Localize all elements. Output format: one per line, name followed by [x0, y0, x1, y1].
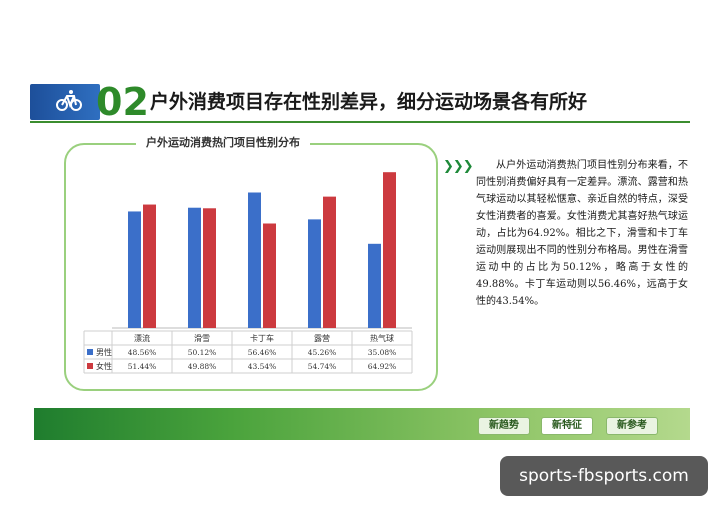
- data-label: 43.54%: [248, 362, 277, 371]
- chart-title: 户外运动消费热门项目性别分布: [136, 134, 310, 152]
- data-label: 45.26%: [308, 348, 337, 357]
- legend-label: 男性: [96, 347, 112, 357]
- bar-male-1: [188, 207, 201, 328]
- bar-female-2: [263, 223, 276, 328]
- footer-button-trend[interactable]: 新趋势: [478, 417, 530, 435]
- bar-female-1: [203, 208, 216, 328]
- watermark: sports-fbsports.com: [500, 456, 708, 496]
- arrow-marker: ❯❯❯: [443, 159, 474, 174]
- bicycle-icon: [56, 90, 82, 111]
- category-label: 热气球: [370, 333, 394, 343]
- data-label: 50.12%: [188, 348, 217, 357]
- header-divider: [30, 121, 690, 123]
- bar-male-4: [368, 243, 381, 328]
- legend-swatch: [87, 363, 93, 369]
- bar-female-3: [323, 196, 336, 328]
- page-title: 户外消费项目存在性别差异，细分运动场景各有所好: [150, 91, 588, 113]
- category-label: 卡丁车: [250, 333, 274, 343]
- data-label: 48.56%: [128, 348, 157, 357]
- data-label: 64.92%: [368, 362, 397, 371]
- data-label: 54.74%: [308, 362, 337, 371]
- category-label: 滑雪: [194, 333, 210, 343]
- data-label: 35.08%: [368, 348, 397, 357]
- legend-swatch: [87, 349, 93, 355]
- footer-button-reference[interactable]: 新参考: [606, 417, 658, 435]
- footer-button-feature[interactable]: 新特征: [541, 417, 593, 435]
- data-label: 51.44%: [128, 362, 157, 371]
- legend-label: 女性: [96, 361, 112, 371]
- data-label: 56.46%: [248, 348, 277, 357]
- bar-male-2: [248, 192, 261, 328]
- bar-male-0: [128, 211, 141, 328]
- data-label: 49.88%: [188, 362, 217, 371]
- section-number: 02: [96, 80, 149, 124]
- bar-female-0: [143, 204, 156, 328]
- description-text: 从户外运动消费热门项目性别分布来看，不同性别消费偏好具有一定差异。漂流、露营和热…: [476, 160, 688, 307]
- bar-male-3: [308, 219, 321, 328]
- category-label: 露营: [314, 333, 330, 343]
- bar-female-4: [383, 172, 396, 328]
- category-label: 漂流: [134, 333, 150, 343]
